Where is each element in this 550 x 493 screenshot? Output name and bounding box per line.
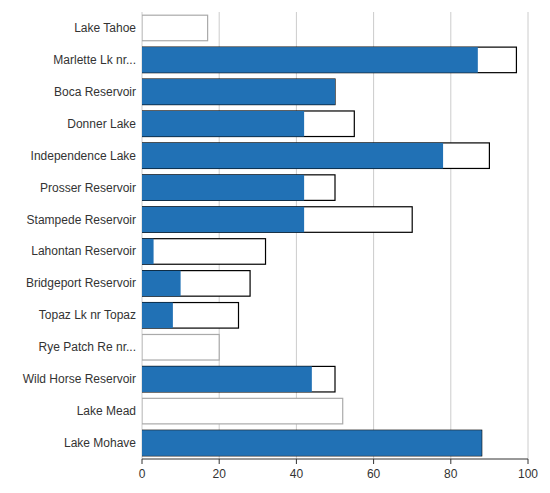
- outline-bar: [142, 143, 489, 169]
- outline-bar: [142, 334, 219, 360]
- tick-label: 20: [213, 467, 227, 481]
- axis-line: [142, 459, 528, 460]
- category-label: Stampede Reservoir: [27, 213, 136, 227]
- outline-bar: [142, 398, 343, 424]
- filled-bar: [142, 143, 443, 169]
- filled-bar: [142, 239, 154, 265]
- category-label: Bridgeport Reservoir: [26, 276, 136, 290]
- category-label: Boca Reservoir: [54, 85, 136, 99]
- grid-line: [450, 12, 451, 459]
- category-label: Lake Mohave: [64, 436, 136, 450]
- tick-mark: [219, 459, 220, 464]
- tick-label: 100: [518, 467, 538, 481]
- chart: 0 20 40 60 80 100 Lake Tahoe Marlette Lk nr... B…: [0, 0, 550, 493]
- grid: [142, 12, 528, 459]
- category-label: Lake Mead: [77, 404, 136, 418]
- category-label: Wild Horse Reservoir: [23, 372, 136, 386]
- bars: [142, 15, 516, 456]
- tick-label: 60: [367, 467, 381, 481]
- outline-bar: [142, 15, 208, 41]
- filled-bar: [142, 15, 143, 41]
- category-label: Rye Patch Re nr...: [39, 340, 136, 354]
- filled-bar: [142, 79, 335, 105]
- tick-mark: [373, 459, 374, 464]
- filled-bar: [142, 207, 304, 233]
- outline-bar: [142, 366, 335, 392]
- tick-mark: [296, 459, 297, 464]
- filled-bar: [142, 175, 304, 201]
- category-label: Topaz Lk nr Topaz: [39, 308, 136, 322]
- tick-label: 0: [139, 467, 146, 481]
- filled-bar: [142, 430, 482, 456]
- tick-label: 80: [444, 467, 458, 481]
- category-label: Lake Tahoe: [74, 21, 136, 35]
- category-label: Independence Lake: [31, 149, 137, 163]
- tick-mark: [142, 459, 143, 464]
- filled-bar: [142, 366, 312, 392]
- series: [142, 47, 482, 456]
- outline-bar: [142, 271, 250, 297]
- grid-line: [528, 12, 529, 459]
- outline-bar: [142, 239, 266, 265]
- outline-bar: [142, 79, 335, 105]
- category-label: Lahontan Reservoir: [31, 244, 136, 258]
- outline-bar: [142, 303, 239, 329]
- outline-bar: [142, 175, 335, 201]
- filled-bar: [142, 303, 173, 329]
- series: [142, 15, 516, 456]
- category-label: Prosser Reservoir: [40, 181, 136, 195]
- filled-bar: [142, 271, 181, 297]
- outline-bar: [142, 111, 354, 137]
- outline-bar: [142, 430, 482, 456]
- category-label: Marlette Lk nr...: [53, 53, 136, 67]
- filled-bar: [142, 398, 143, 424]
- filled-bar: [142, 47, 478, 73]
- outline-bar: [142, 207, 412, 233]
- grid-line: [373, 12, 374, 459]
- filled-bar: [142, 111, 304, 137]
- tick-label: 40: [290, 467, 304, 481]
- x-axis: 0 20 40 60 80 100: [139, 459, 539, 481]
- category-label: Donner Lake: [67, 117, 136, 131]
- chart-container: 0 20 40 60 80 100 Lake Tahoe Marlette Lk nr... B…: [0, 0, 550, 493]
- y-axis: Lake Tahoe Marlette Lk nr... Boca Reservoi…: [23, 21, 137, 450]
- outline-bar: [142, 47, 516, 73]
- filled-bar: [142, 334, 143, 360]
- tick-mark: [528, 459, 529, 464]
- tick-mark: [450, 459, 451, 464]
